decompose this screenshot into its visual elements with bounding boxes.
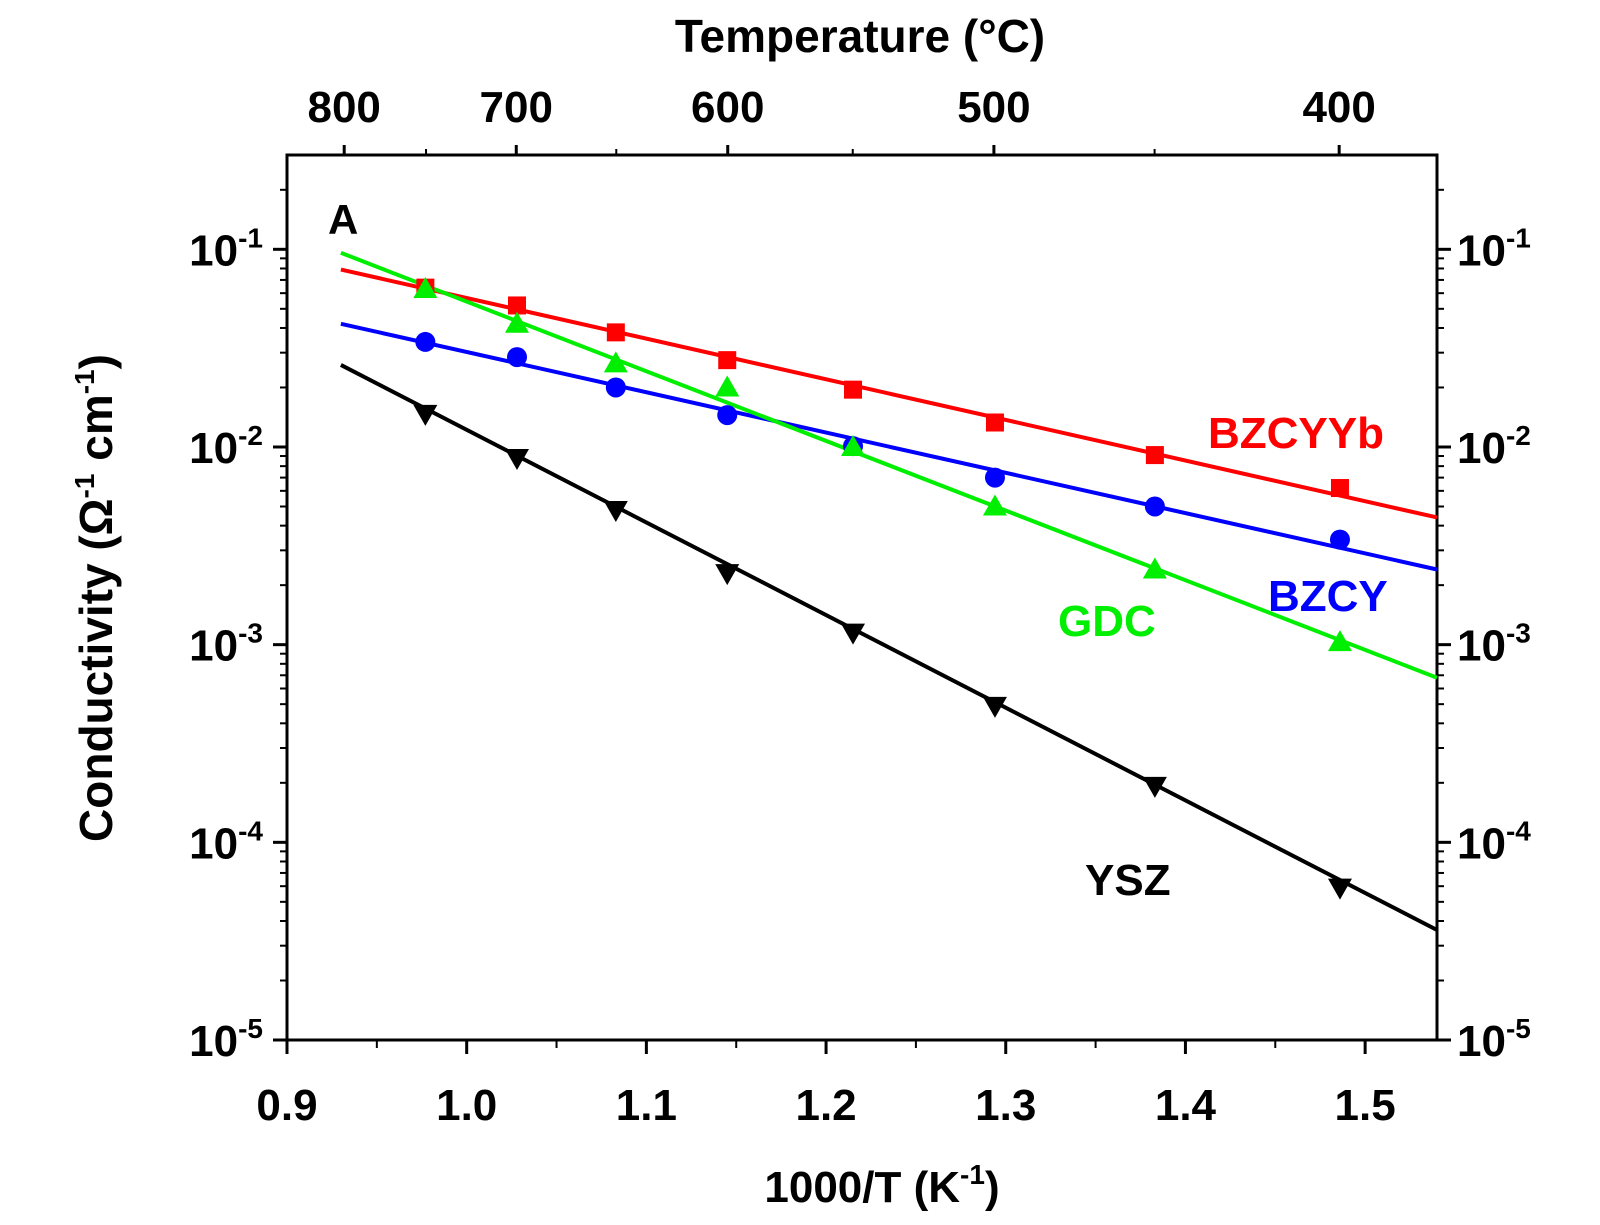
plot-border: [285, 153, 1439, 1042]
point-bzcy: [507, 347, 527, 368]
top-axis-label: Temperature (°C): [675, 10, 1045, 62]
tick-labels: 0.9 1.0 1.1 1.2 1.3 1.4 1.5 800 700 600 500 400 10-1…: [189, 83, 1531, 1130]
point-ysz: [1327, 878, 1352, 900]
point-gdc: [413, 276, 438, 298]
top-tick-label: 400: [1302, 83, 1375, 132]
series-label-ysz: YSZ: [1085, 856, 1171, 905]
point-bzcyyb: [1145, 446, 1164, 465]
point-bzcyyb: [508, 296, 526, 315]
top-tick-label: 700: [480, 83, 553, 132]
point-ysz: [982, 696, 1007, 718]
point-bzcy: [717, 405, 738, 426]
plot-frame: [273, 145, 1451, 1054]
point-ysz: [413, 404, 438, 426]
y-right-tick-label: 10-3: [1457, 618, 1531, 671]
x-tick-label: 1.3: [975, 1081, 1036, 1130]
y-right-tick-label: 10-4: [1457, 815, 1531, 868]
point-bzcyyb: [985, 413, 1004, 432]
y-left-tick-label: 10-3: [189, 618, 263, 671]
x-tick-label: 1.0: [436, 1081, 497, 1130]
point-gdc: [841, 434, 866, 456]
series-label-bzcyyb: BZCYYb: [1208, 409, 1384, 458]
top-tick-label: 500: [957, 83, 1030, 132]
point-bzcyyb: [718, 351, 737, 370]
point-bzcy: [984, 467, 1005, 488]
point-gdc: [1142, 557, 1167, 579]
y-left-tick-label: 10-2: [189, 420, 263, 473]
point-bzcyyb: [606, 323, 625, 342]
point-ysz: [841, 623, 866, 645]
point-gdc: [1327, 630, 1352, 652]
panel-label: A: [328, 196, 358, 243]
point-bzcyyb: [1330, 479, 1349, 498]
fit-line-bzcyyb: [340, 267, 1438, 520]
y-right-tick-label: 10-5: [1457, 1013, 1531, 1066]
y-axis-label: Conductivity (Ω-1 cm-1): [69, 354, 122, 842]
y-right-tick-label: 10-1: [1457, 222, 1531, 275]
y-left-tick-label: 10-5: [189, 1013, 263, 1066]
top-tick-label: 600: [691, 83, 764, 132]
point-gdc: [603, 351, 628, 373]
point-bzcy: [1329, 529, 1350, 550]
point-gdc: [505, 311, 529, 333]
point-ysz: [715, 564, 740, 586]
point-bzcyyb: [844, 380, 863, 399]
point-ysz: [603, 500, 628, 522]
x-tick-label: 1.5: [1335, 1081, 1396, 1130]
series-label-gdc: GDC: [1058, 597, 1156, 646]
data-markers: [413, 276, 1352, 900]
y-right-tick-label: 10-2: [1457, 420, 1531, 473]
top-tick-label: 800: [307, 83, 380, 132]
point-gdc: [982, 494, 1007, 516]
point-ysz: [1142, 776, 1167, 798]
x-tick-label: 0.9: [256, 1081, 317, 1130]
point-bzcy: [415, 331, 436, 352]
point-gdc: [715, 375, 740, 397]
x-tick-label: 1.4: [1155, 1081, 1217, 1130]
series-label-bzcy: BZCY: [1268, 572, 1388, 621]
point-ysz: [505, 448, 529, 470]
fit-line-ysz: [339, 363, 1438, 932]
fit-line-bzcy: [340, 321, 1438, 572]
y-left-tick-label: 10-1: [189, 222, 263, 275]
x-tick-label: 1.1: [616, 1081, 677, 1130]
x-tick-label: 1.2: [795, 1081, 856, 1130]
x-axis-label: 1000/T (K-1): [764, 1159, 999, 1212]
y-left-tick-label: 10-4: [189, 815, 263, 868]
point-bzcy: [1144, 496, 1165, 517]
point-bzcy: [605, 377, 626, 398]
